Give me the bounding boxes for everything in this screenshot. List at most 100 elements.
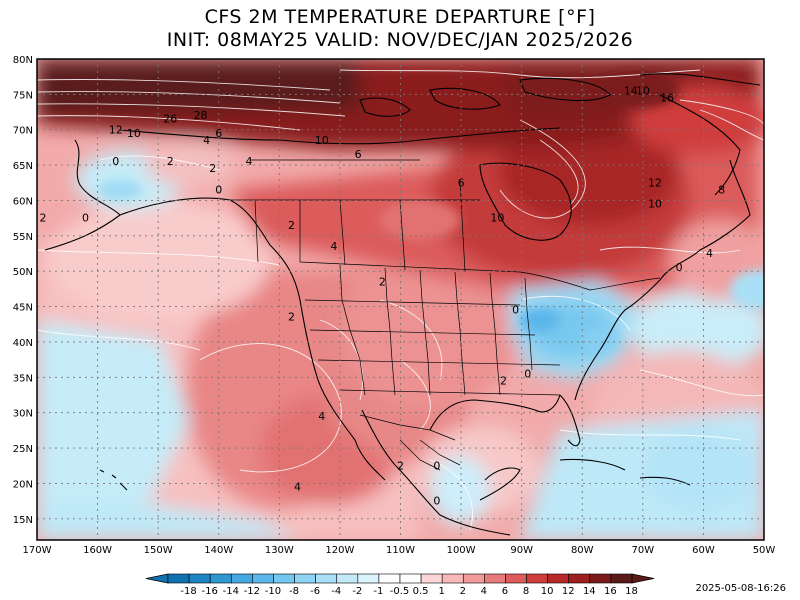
map-frame [36, 58, 765, 541]
lat-label: 35N [13, 373, 33, 384]
contour-label: 0 [676, 261, 683, 274]
colorbar-swatch [505, 573, 527, 584]
coastlines [44, 73, 761, 536]
lat-lon-grid [37, 59, 764, 540]
colorbar-label: -1 [373, 586, 383, 597]
contour-label: 0 [433, 495, 440, 508]
lon-label: 60W [692, 545, 715, 556]
contour-label: 0 [512, 304, 519, 317]
lat-label: 80N [13, 55, 33, 66]
colorbar-swatch [294, 573, 316, 584]
colorbar-swatch [252, 573, 274, 584]
lat-label: 25N [13, 444, 33, 455]
contour-label: 4 [330, 240, 337, 253]
contour-label: 0 [433, 459, 440, 472]
colorbar-swatch [273, 573, 295, 584]
colorbar-label: 6 [502, 586, 508, 597]
colorbar-label: -2 [352, 586, 362, 597]
lat-label: 15N [13, 515, 33, 526]
contour-label: 10 [127, 127, 141, 140]
colorbar-swatch [589, 573, 612, 584]
colorbar-label: -12 [244, 586, 260, 597]
colorbar-swatch [484, 573, 506, 584]
colorbar-swatch [315, 573, 338, 584]
lon-label: 110W [386, 545, 415, 556]
contour-label: 2 [167, 155, 174, 168]
contour-label: 28 [194, 109, 208, 122]
colorbar-swatch [167, 573, 190, 584]
contour-label: 2 [379, 275, 386, 288]
contour-label: 14 [624, 84, 638, 97]
map-title-line2: INIT: 08MAY25 VALID: NOV/DEC/JAN 2025/20… [166, 29, 634, 51]
lon-label: 170W [23, 545, 52, 556]
contour-label: 4 [246, 155, 253, 168]
colorbar-label: -6 [310, 586, 320, 597]
contour-label: 10 [315, 134, 329, 147]
colorbar-label: -16 [202, 586, 218, 597]
contour-label: 6 [215, 127, 222, 140]
colorbar-label: -18 [180, 586, 196, 597]
lat-label: 30N [13, 409, 33, 420]
map-field [37, 59, 764, 540]
contour-label: 0 [82, 212, 89, 225]
lat-label: 65N [13, 161, 33, 172]
contour-label: 2 [209, 162, 216, 175]
colorbar-label: 18 [625, 586, 638, 597]
contour-label: 0 [524, 367, 531, 380]
contour-label: 2 [40, 212, 47, 225]
lon-label: 100W [447, 545, 476, 556]
contour-label: 4 [706, 247, 713, 260]
colorbar-label: 16 [604, 586, 617, 597]
lat-label: 70N [13, 126, 33, 137]
colorbar-label: 12 [562, 586, 575, 597]
colorbar: -18 -16 -14 -12 -10 -8 -6 -4 -2 -1 -0.5 0.5 1 2 4 6 8 10 1… [145, 573, 655, 597]
colorbar-swatch [441, 573, 464, 584]
lat-label: 20N [13, 479, 33, 490]
lon-label: 120W [325, 545, 354, 556]
colorbar-label: -4 [331, 586, 341, 597]
lon-label: 140W [204, 545, 233, 556]
contour-lines [37, 69, 764, 531]
lon-label: 130W [265, 545, 294, 556]
lat-label: 45N [13, 303, 33, 314]
colorbar-label: 14 [583, 586, 596, 597]
colorbar-swatch [188, 573, 211, 584]
colorbar-swatch [230, 573, 253, 584]
map-title-line1: CFS 2M TEMPERATURE DEPARTURE [°F] [204, 6, 596, 28]
colorbar-label: 4 [481, 586, 487, 597]
colorbar-label: 8 [523, 586, 529, 597]
contour-label: 10 [648, 198, 662, 211]
colorbar-swatch [568, 573, 591, 584]
lon-label: 160W [83, 545, 112, 556]
contour-label: 10 [636, 84, 650, 97]
colorbar-label: 1 [438, 586, 444, 597]
contour-label: 2 [500, 374, 507, 387]
lon-label: 150W [144, 545, 173, 556]
contour-label: 2 [397, 459, 404, 472]
lon-label: 70W [632, 545, 655, 556]
colorbar-swatch [420, 573, 443, 584]
contour-label: 10 [490, 212, 504, 225]
contour-label: 6 [355, 148, 362, 161]
contour-label: 0 [215, 183, 222, 196]
contour-label: 4 [294, 480, 301, 493]
contour-label: 12 [648, 176, 662, 189]
contour-label: 2 [288, 219, 295, 232]
lat-label: 75N [13, 90, 33, 101]
lon-label: 80W [571, 545, 594, 556]
colorbar-label: -10 [265, 586, 281, 597]
contour-label: 6 [458, 176, 465, 189]
colorbar-swatch [610, 573, 633, 584]
contour-label: 4 [203, 134, 210, 147]
contour-label: 16 [660, 91, 674, 104]
colorbar-label: -14 [223, 586, 239, 597]
colorbar-min-arrow [145, 573, 169, 584]
colorbar-swatch [526, 573, 548, 584]
colorbar-swatch [547, 573, 570, 584]
lon-label: 50W [753, 545, 776, 556]
latitude-labels: 80N 75N 70N 65N 60N 55N 50N 45N 40N 35N 30N 25N 20N 1… [13, 55, 33, 526]
colorbar-swatch [336, 573, 359, 584]
contour-label: 26 [163, 113, 177, 126]
lat-label: 60N [13, 196, 33, 207]
